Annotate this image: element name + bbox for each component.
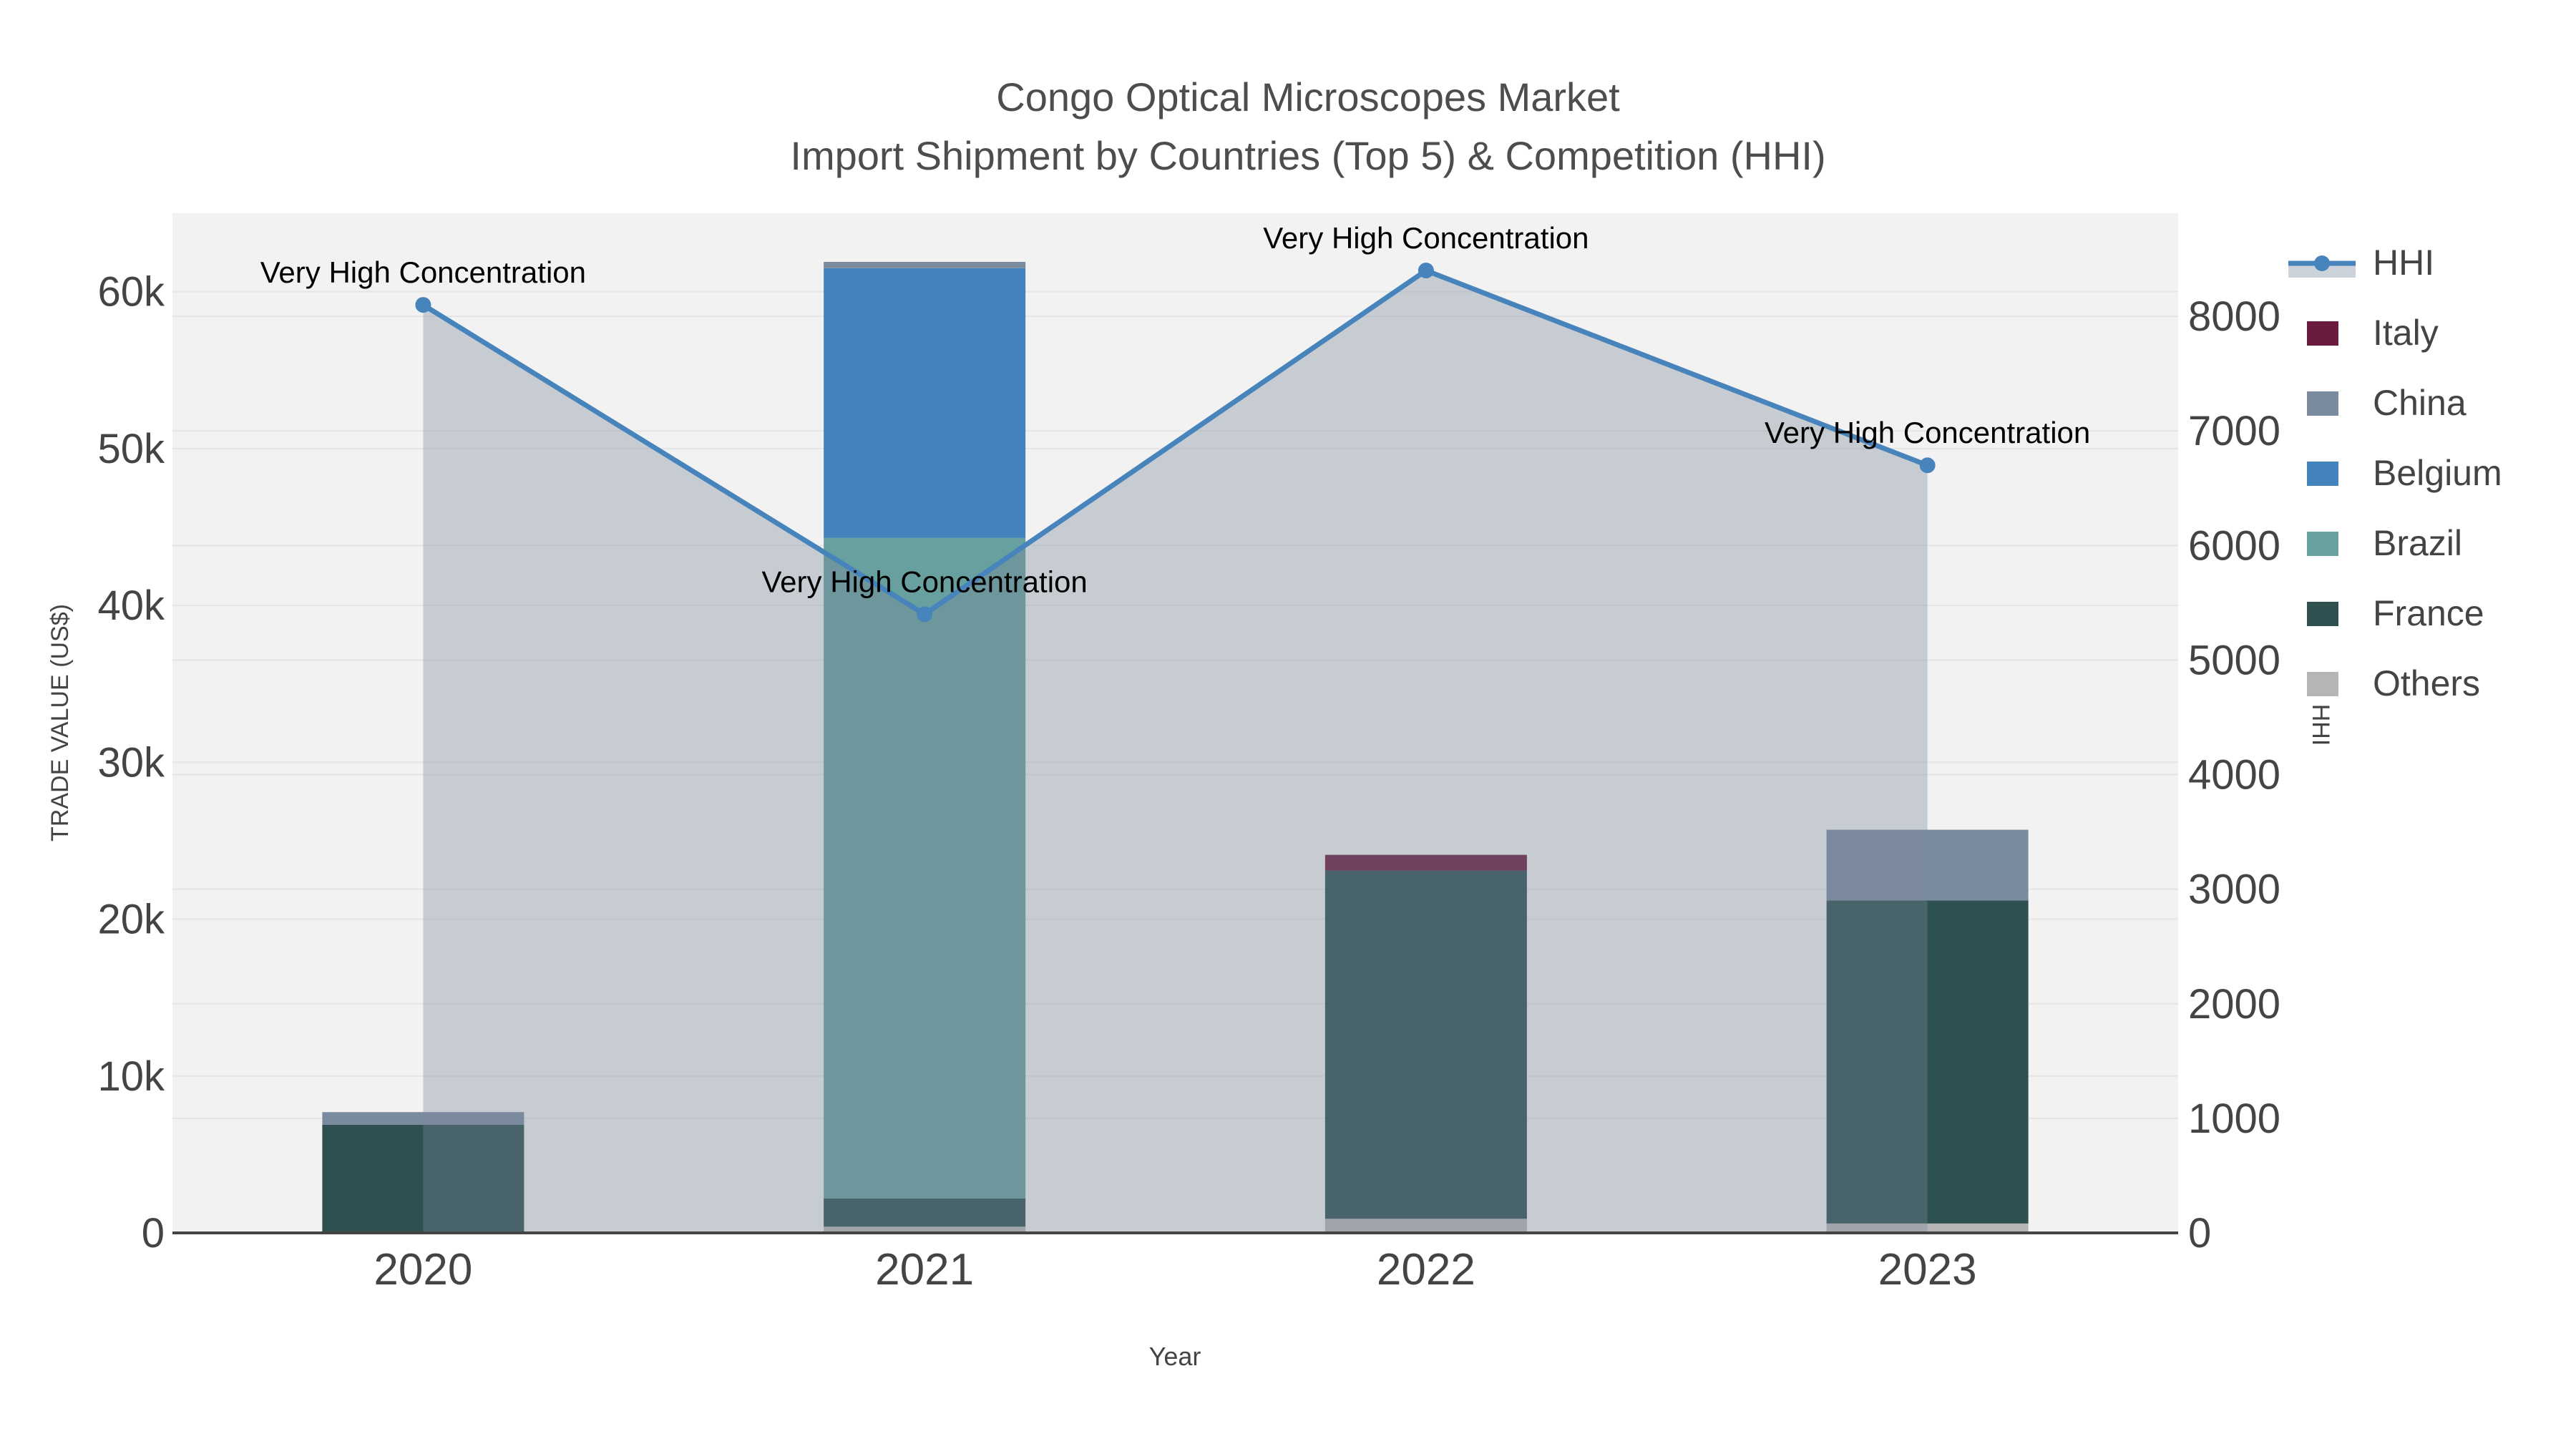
left-tick-10k: 10k — [97, 1053, 165, 1100]
legend-item-hhi[interactable]: HHI — [2288, 243, 2434, 283]
annotation-2022: Very High Concentration — [1263, 221, 1589, 255]
legend-label-others: Others — [2373, 663, 2480, 703]
bar-segment-france-2023 — [1826, 900, 2029, 1224]
legend-item-france[interactable]: France — [2307, 593, 2484, 633]
bar-segment-others-2023 — [1826, 1223, 2029, 1233]
legend-hhi-marker — [2314, 255, 2330, 271]
x-tick-2022: 2022 — [1377, 1245, 1475, 1294]
left-tick-0: 0 — [142, 1210, 165, 1257]
legend-swatch-others — [2307, 672, 2338, 696]
legend-swatch-brazil — [2307, 532, 2338, 556]
legend-item-italy[interactable]: Italy — [2307, 313, 2439, 353]
right-tick-0: 0 — [2188, 1210, 2211, 1257]
bar-segment-france-2021 — [824, 1198, 1026, 1227]
left-tick-60k: 60k — [97, 269, 165, 316]
legend-label-brazil: Brazil — [2373, 523, 2462, 563]
right-tick-8000: 8000 — [2188, 293, 2280, 340]
right-y-axis-title: HHI — [2307, 704, 2334, 746]
left-y-axis-title: TRADE VALUE (US$) — [47, 604, 74, 841]
legend: HHI Italy China Belgium Brazil France Others — [2288, 243, 2502, 703]
right-tick-5000: 5000 — [2188, 637, 2280, 683]
bar-layer — [322, 261, 2029, 1233]
annotation-2023: Very High Concentration — [1765, 416, 2090, 449]
bar-segment-others-2021 — [824, 1226, 1026, 1233]
legend-item-others[interactable]: Others — [2307, 663, 2480, 703]
hhi-line-layer — [415, 263, 1936, 1234]
bar-segment-italy-2022 — [1324, 854, 1527, 871]
annotation-layer: Very High Concentration Very High Concent… — [260, 221, 2091, 598]
legend-swatch-china — [2307, 391, 2338, 416]
right-tick-1000: 1000 — [2188, 1096, 2280, 1142]
x-tick-2020: 2020 — [374, 1245, 472, 1294]
legend-item-china[interactable]: China — [2307, 383, 2467, 423]
x-tick-2021: 2021 — [875, 1245, 974, 1294]
bar-segment-others-2022 — [1324, 1219, 1527, 1233]
right-tick-2000: 2000 — [2188, 981, 2280, 1028]
right-tick-6000: 6000 — [2188, 522, 2280, 569]
legend-item-belgium[interactable]: Belgium — [2307, 453, 2502, 493]
x-axis-title: Year — [1149, 1342, 1201, 1371]
right-tick-4000: 4000 — [2188, 752, 2280, 799]
x-tick-2023: 2023 — [1878, 1245, 1977, 1294]
bar-segment-china-2021 — [824, 261, 1026, 268]
hhi-point-2023 — [1919, 457, 1936, 474]
legend-label-belgium: Belgium — [2373, 453, 2502, 493]
bar-segment-france-2022 — [1324, 870, 1527, 1219]
chart-title-line2: Import Shipment by Countries (Top 5) & C… — [790, 133, 1825, 178]
left-tick-20k: 20k — [97, 897, 165, 943]
legend-item-brazil[interactable]: Brazil — [2307, 523, 2462, 563]
gridline-layer — [172, 291, 2178, 1119]
hhi-point-2020 — [415, 297, 431, 313]
chart-title-line1: Congo Optical Microscopes Market — [996, 74, 1620, 119]
bar-segment-brazil-2021 — [824, 537, 1026, 1199]
annotation-2021: Very High Concentration — [761, 565, 1087, 598]
legend-label-china: China — [2373, 383, 2467, 423]
tick-label-layer: 0 10k 20k 30k 40k 50k 60k 0 1000 2000 3000 4000 5000… — [97, 269, 2280, 1294]
legend-label-france: France — [2373, 593, 2484, 633]
annotation-2020: Very High Concentration — [260, 255, 586, 289]
legend-label-italy: Italy — [2373, 313, 2439, 353]
legend-swatch-italy — [2307, 321, 2338, 346]
legend-swatch-france — [2307, 602, 2338, 626]
hhi-line — [421, 268, 1928, 618]
left-tick-30k: 30k — [97, 739, 165, 786]
hhi-point-2021 — [917, 606, 933, 623]
hhi-point-2022 — [1418, 263, 1434, 279]
bar-segment-belgium-2021 — [824, 268, 1026, 538]
right-tick-7000: 7000 — [2188, 408, 2280, 454]
legend-swatch-belgium — [2307, 462, 2338, 486]
left-tick-50k: 50k — [97, 426, 165, 472]
left-tick-40k: 40k — [97, 582, 165, 629]
bar-segment-china-2020 — [322, 1112, 525, 1125]
bar-segment-france-2020 — [322, 1124, 525, 1233]
hhi-area-fill — [423, 270, 1928, 1234]
legend-label-hhi: HHI — [2373, 243, 2434, 283]
bar-segment-china-2023 — [1826, 829, 2029, 901]
right-tick-3000: 3000 — [2188, 867, 2280, 913]
